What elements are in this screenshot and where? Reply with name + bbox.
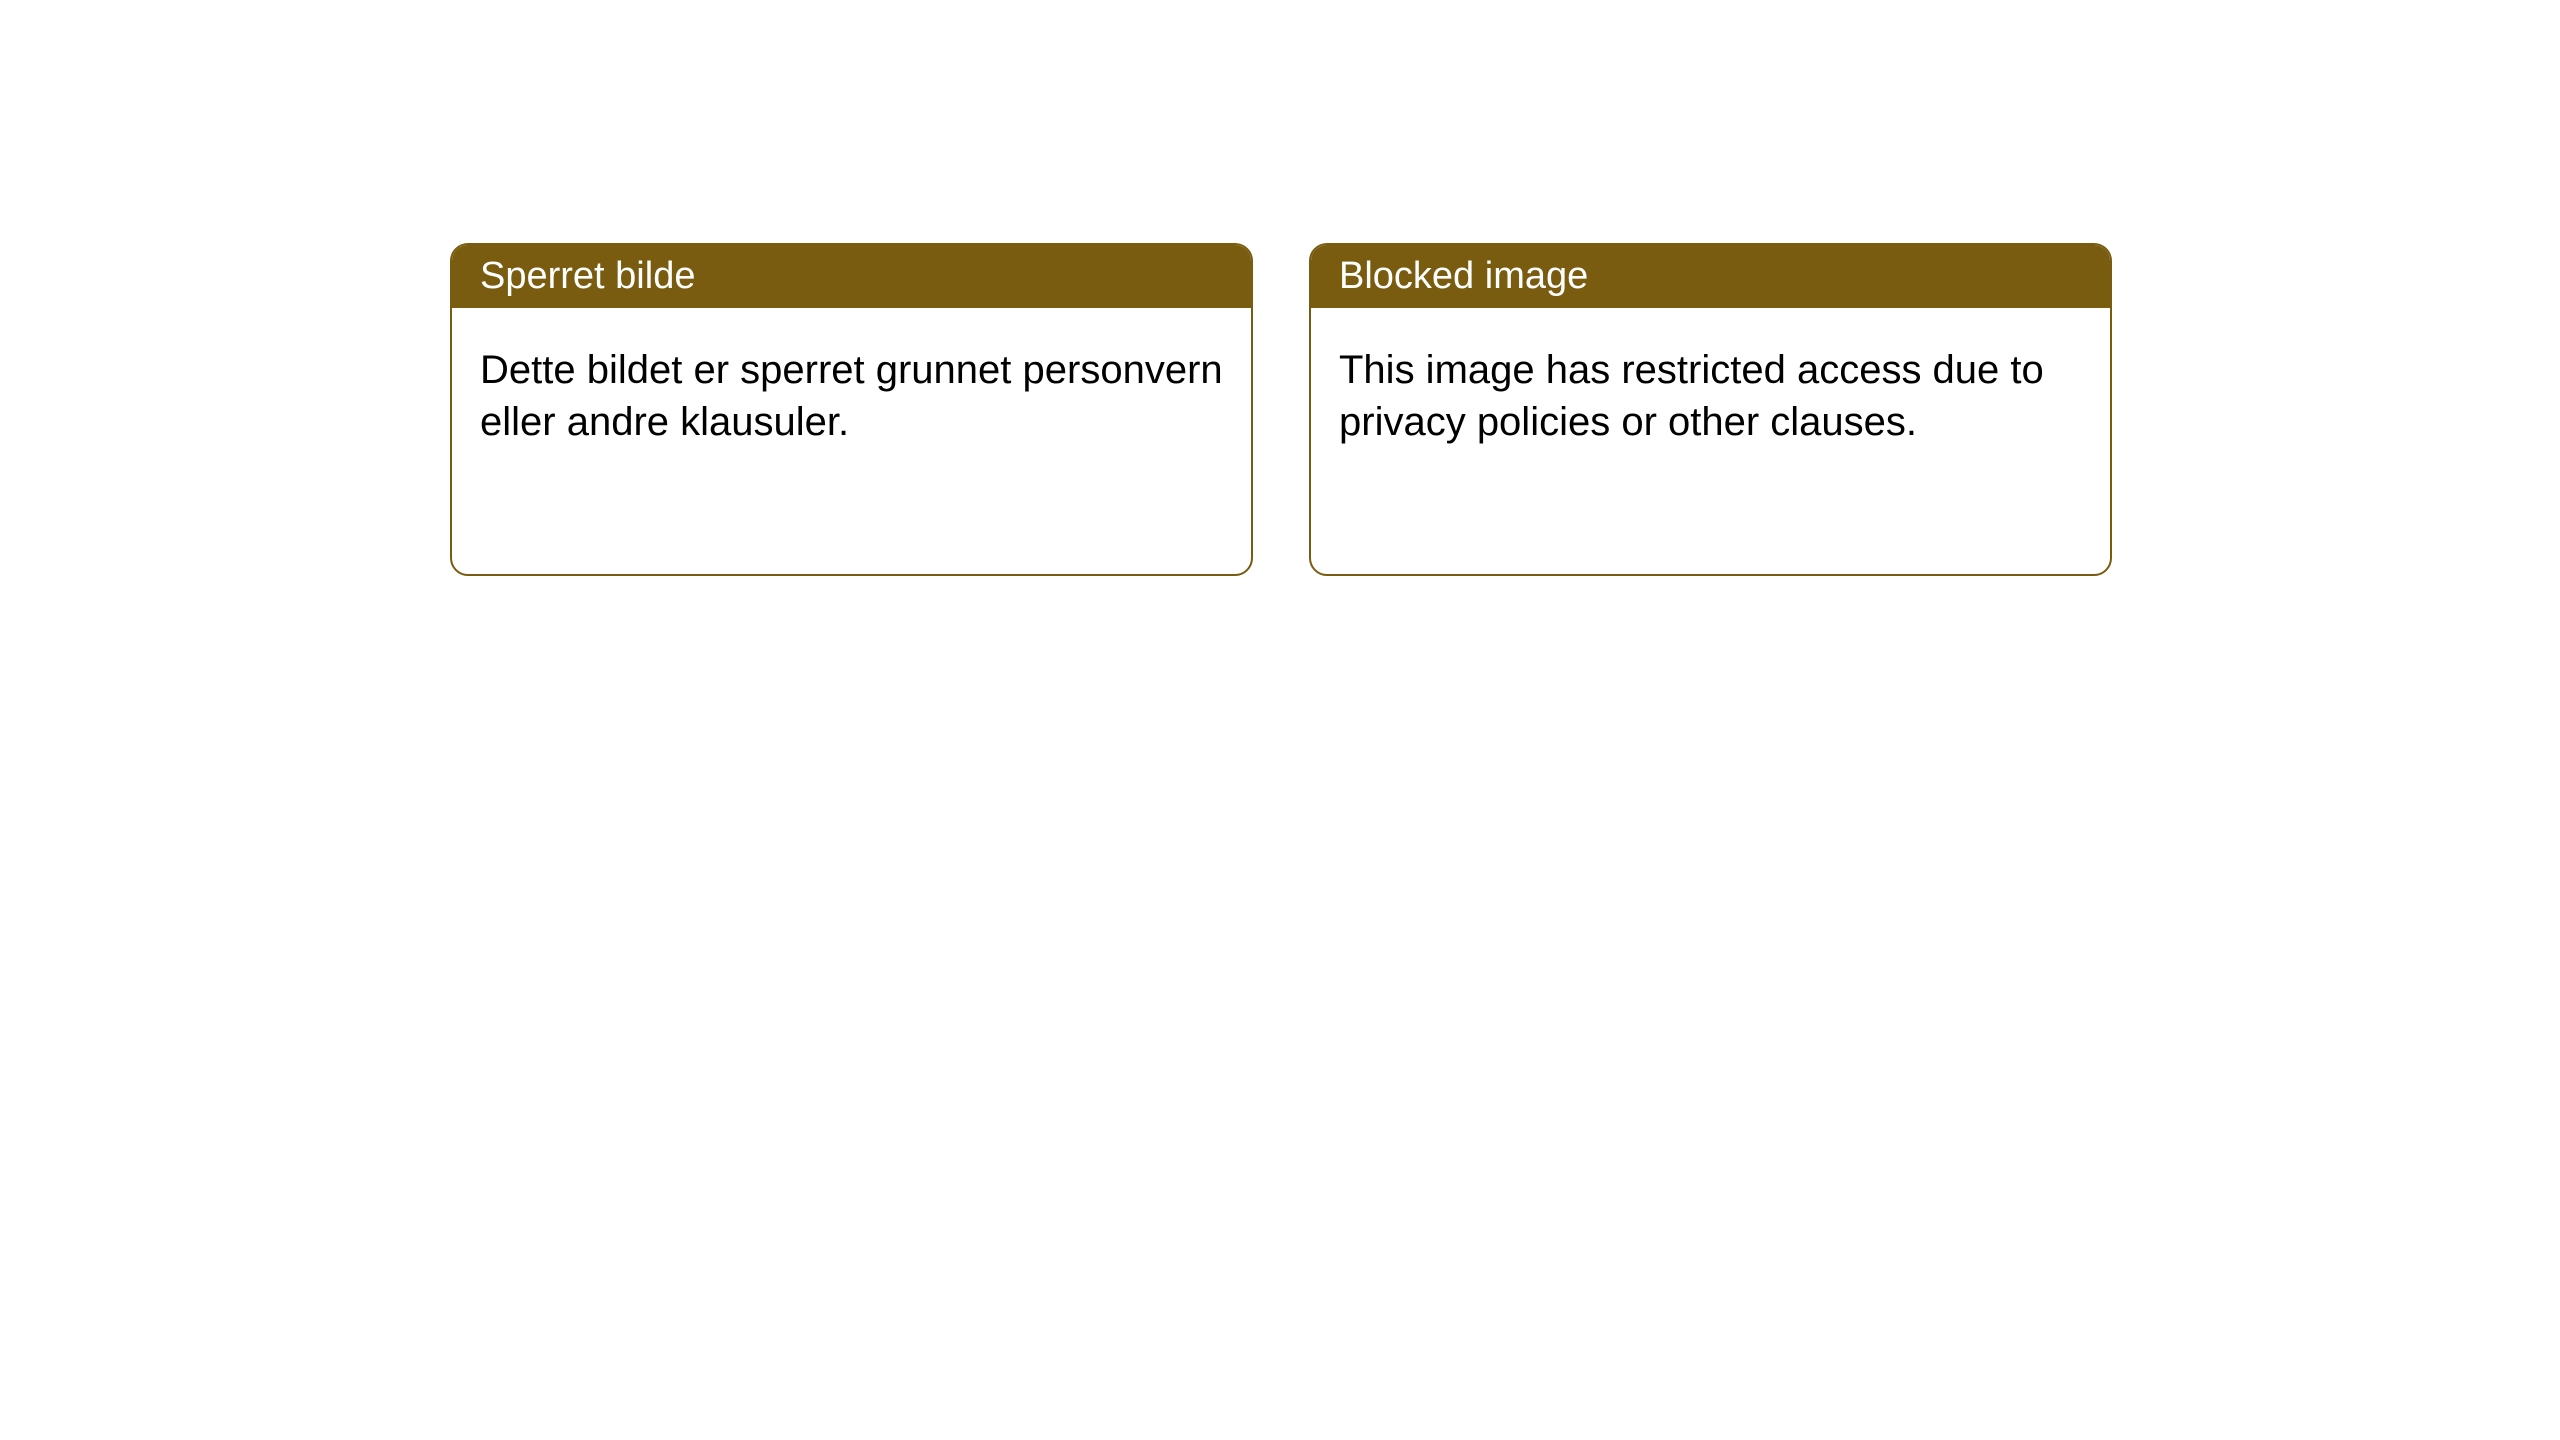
notice-card-english: Blocked image This image has restricted … [1309, 243, 2112, 576]
notice-card-norwegian: Sperret bilde Dette bildet er sperret gr… [450, 243, 1253, 576]
notice-card-body-text: This image has restricted access due to … [1339, 348, 2044, 444]
notice-card-body: Dette bildet er sperret grunnet personve… [452, 308, 1251, 484]
notice-card-title: Sperret bilde [480, 255, 695, 297]
notice-card-body: This image has restricted access due to … [1311, 308, 2110, 484]
notice-card-header: Blocked image [1311, 245, 2110, 308]
notice-card-container: Sperret bilde Dette bildet er sperret gr… [0, 0, 2560, 576]
notice-card-header: Sperret bilde [452, 245, 1251, 308]
notice-card-body-text: Dette bildet er sperret grunnet personve… [480, 348, 1223, 444]
notice-card-title: Blocked image [1339, 255, 1588, 297]
